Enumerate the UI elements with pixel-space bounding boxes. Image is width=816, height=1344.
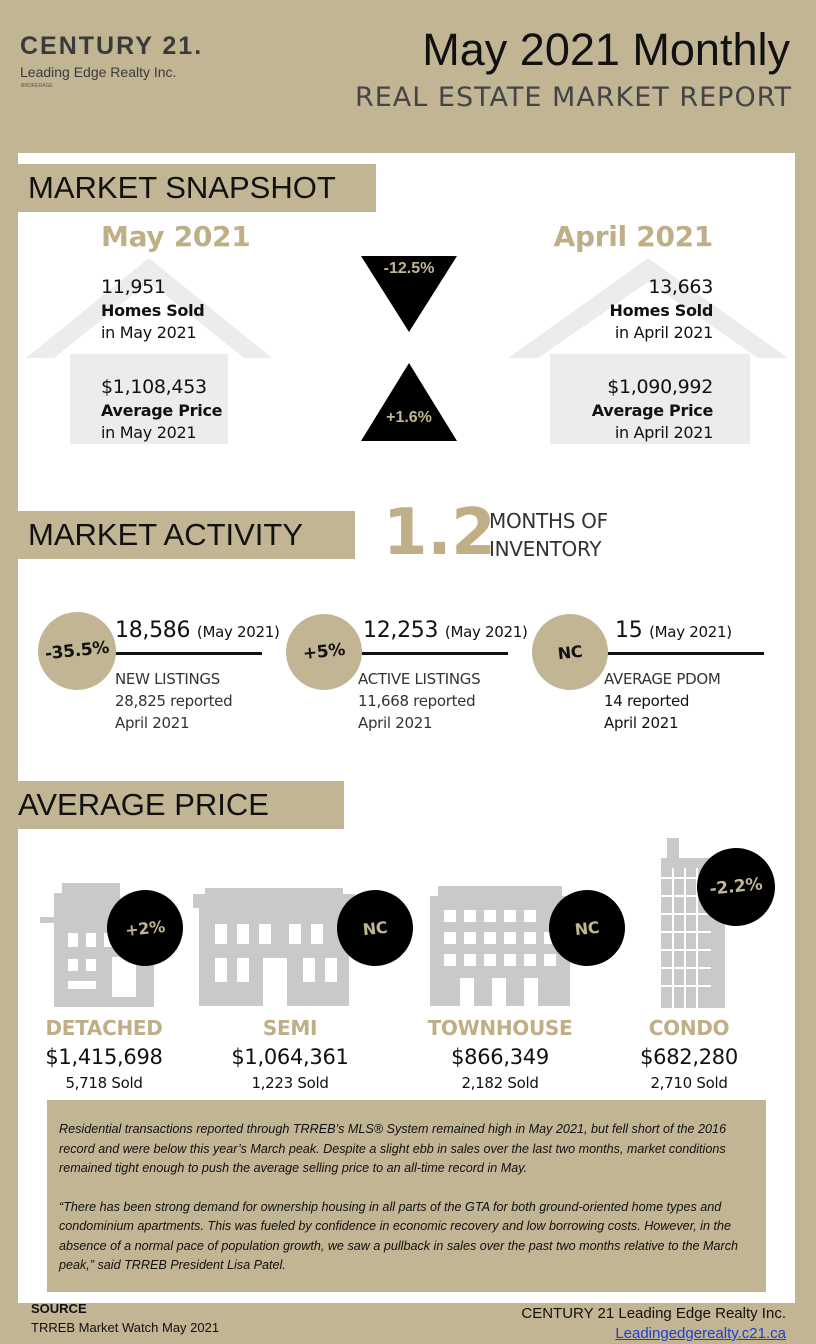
pdom-reported-period: April 2021 (604, 714, 679, 732)
commentary-paragraph-2: “There has been strong demand for owners… (59, 1199, 739, 1273)
down-triangle-icon (361, 256, 457, 332)
previous-avg-price-label: Average Price (591, 401, 714, 420)
current-homes-sold-sub: in May 2021 (101, 323, 197, 342)
market-snapshot-label: MARKET SNAPSHOT (18, 164, 376, 212)
previous-homes-sold-label: Homes Sold (609, 301, 714, 320)
townhouse-label: TOWNHOUSE (427, 1016, 573, 1040)
active-listings-reported-period: April 2021 (358, 714, 433, 732)
townhouse-icon (430, 886, 570, 1006)
active-listings-label: ACTIVE LISTINGS (358, 670, 481, 688)
house-left-icon (26, 258, 272, 444)
current-avg-price: $1,108,453 (101, 376, 207, 398)
commentary-paragraph-1: Residential transactions reported throug… (59, 1122, 727, 1175)
brand-logo: CENTURY 21. (20, 32, 204, 60)
current-period: May 2021 (101, 220, 251, 253)
report-title: May 2021 Monthly (422, 24, 790, 75)
activity-divider (114, 652, 262, 655)
detached-price: $1,415,698 (45, 1045, 163, 1069)
current-homes-sold: 11,951 (101, 276, 166, 298)
condo-label: CONDO (648, 1016, 730, 1040)
semi-label: SEMI (262, 1016, 318, 1040)
pdom-reported: 14 reported (604, 692, 690, 710)
new-listings-reported: 28,825 reported (115, 692, 233, 710)
average-price-label: AVERAGE PRICE (18, 781, 344, 829)
source-label: SOURCE (31, 1301, 87, 1316)
house-right-icon (508, 258, 788, 444)
active-listings-reported: 11,668 reported (358, 692, 476, 710)
website-link[interactable]: Leadingedgerealty.c21.ca (615, 1325, 786, 1342)
previous-avg-price-sub: in April 2021 (614, 423, 713, 442)
previous-homes-sold-sub: in April 2021 (614, 323, 713, 342)
market-activity-label: MARKET ACTIVITY (18, 511, 355, 559)
current-avg-price-sub: in May 2021 (101, 423, 197, 442)
townhouse-price: $866,349 (451, 1045, 549, 1069)
detached-sold: 5,718 Sold (65, 1074, 143, 1092)
activity-divider (358, 652, 508, 655)
previous-avg-price: $1,090,992 (607, 376, 713, 398)
current-avg-price-label: Average Price (101, 401, 223, 420)
price-change: +1.6% (386, 409, 432, 426)
months-inventory-label-1: MONTHS OF (489, 509, 608, 533)
previous-period: April 2021 (553, 220, 714, 253)
semi-house-icon (193, 888, 355, 1006)
activity-divider (604, 652, 764, 655)
months-inventory-value: 1.2 (383, 496, 496, 570)
months-inventory-label-2: INVENTORY (489, 537, 602, 561)
semi-price: $1,064,361 (231, 1045, 349, 1069)
up-triangle-icon (361, 363, 457, 441)
previous-homes-sold: 13,663 (648, 276, 713, 298)
new-listings-label: NEW LISTINGS (115, 670, 220, 688)
footer-company: CENTURY 21 Leading Edge Realty Inc. (521, 1305, 786, 1322)
pdom-value: 15 (May 2021) (615, 618, 732, 643)
townhouse-sold: 2,182 Sold (461, 1074, 539, 1092)
detached-label: DETACHED (45, 1016, 163, 1040)
pdom-label: AVERAGE PDOM (604, 670, 721, 688)
report-subtitle: REAL ESTATE MARKET REPORT (354, 82, 792, 113)
semi-sold: 1,223 Sold (251, 1074, 329, 1092)
new-listings-reported-period: April 2021 (115, 714, 190, 732)
sales-change: -12.5% (383, 260, 435, 277)
market-commentary: Residential transactions reported throug… (47, 1100, 766, 1292)
active-listings-value: 12,253 (May 2021) (363, 618, 528, 643)
new-listings-value: 18,586 (May 2021) (115, 618, 280, 643)
brokerage-tag: BROKERAGE (21, 83, 53, 89)
source-text: TRREB Market Watch May 2021 (31, 1320, 220, 1335)
condo-price: $682,280 (640, 1045, 738, 1069)
office-name: Leading Edge Realty Inc. (20, 64, 177, 80)
current-homes-sold-label: Homes Sold (101, 301, 205, 320)
condo-sold: 2,710 Sold (650, 1074, 728, 1092)
